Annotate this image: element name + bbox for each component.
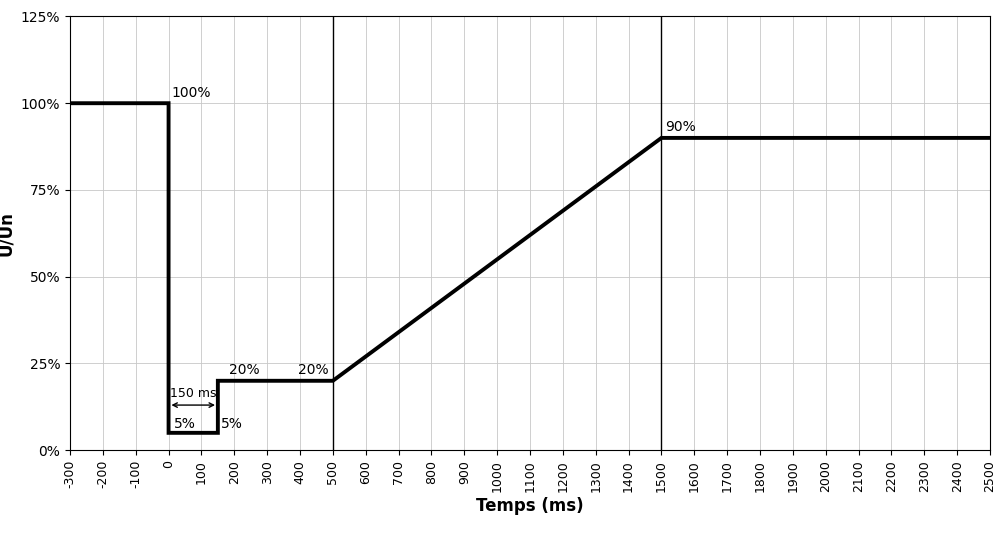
Text: 5%: 5% bbox=[174, 417, 195, 431]
Text: 5%: 5% bbox=[221, 417, 243, 431]
Text: 150 ms: 150 ms bbox=[170, 387, 216, 400]
Y-axis label: U/Un: U/Un bbox=[0, 211, 15, 256]
X-axis label: Temps (ms): Temps (ms) bbox=[476, 497, 584, 516]
Text: 90%: 90% bbox=[665, 120, 695, 135]
Text: 100%: 100% bbox=[172, 86, 211, 100]
Text: 20%: 20% bbox=[229, 363, 260, 377]
Text: 20%: 20% bbox=[298, 363, 329, 377]
